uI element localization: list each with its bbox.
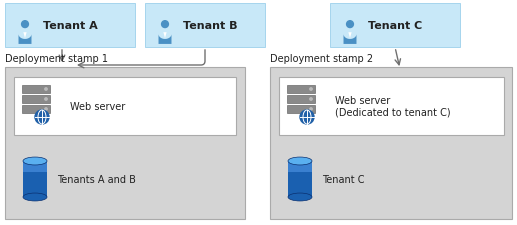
Bar [279, 78, 504, 135]
Polygon shape [23, 33, 26, 39]
Text: Tenants A and B: Tenants A and B [57, 174, 136, 184]
Bar [145, 4, 265, 48]
Circle shape [45, 108, 47, 111]
Ellipse shape [23, 157, 47, 165]
Bar [287, 106, 315, 113]
Polygon shape [19, 35, 32, 45]
Ellipse shape [23, 193, 47, 201]
Text: Web server: Web server [70, 101, 125, 112]
Polygon shape [348, 33, 352, 39]
Ellipse shape [288, 193, 312, 201]
Text: Deployment stamp 2: Deployment stamp 2 [270, 54, 373, 64]
Text: Web server
(Dedicated to tenant C): Web server (Dedicated to tenant C) [335, 96, 451, 117]
Polygon shape [163, 33, 166, 39]
Circle shape [300, 110, 314, 124]
Bar [23, 161, 47, 197]
Bar [22, 96, 50, 104]
Circle shape [22, 22, 28, 28]
Circle shape [346, 22, 354, 28]
Bar [5, 4, 135, 48]
Circle shape [310, 98, 312, 101]
Ellipse shape [288, 157, 312, 165]
Bar [288, 161, 312, 197]
Bar [22, 106, 50, 113]
Circle shape [162, 22, 169, 28]
Text: Tenant C: Tenant C [368, 21, 422, 31]
Bar [23, 161, 47, 172]
Bar [287, 96, 315, 104]
Bar [5, 68, 245, 219]
Text: Deployment stamp 1: Deployment stamp 1 [5, 54, 108, 64]
Circle shape [45, 98, 47, 101]
Bar [330, 4, 460, 48]
Text: Tenant B: Tenant B [183, 21, 237, 31]
Circle shape [310, 108, 312, 111]
Circle shape [35, 110, 49, 124]
Bar [287, 86, 315, 94]
Bar [270, 68, 512, 219]
Circle shape [45, 88, 47, 91]
Polygon shape [343, 35, 357, 45]
Bar [288, 161, 312, 172]
Bar [14, 78, 236, 135]
Polygon shape [159, 35, 172, 45]
Text: Tenant C: Tenant C [322, 174, 364, 184]
Circle shape [310, 88, 312, 91]
Text: Tenant A: Tenant A [43, 21, 98, 31]
Bar [22, 86, 50, 94]
